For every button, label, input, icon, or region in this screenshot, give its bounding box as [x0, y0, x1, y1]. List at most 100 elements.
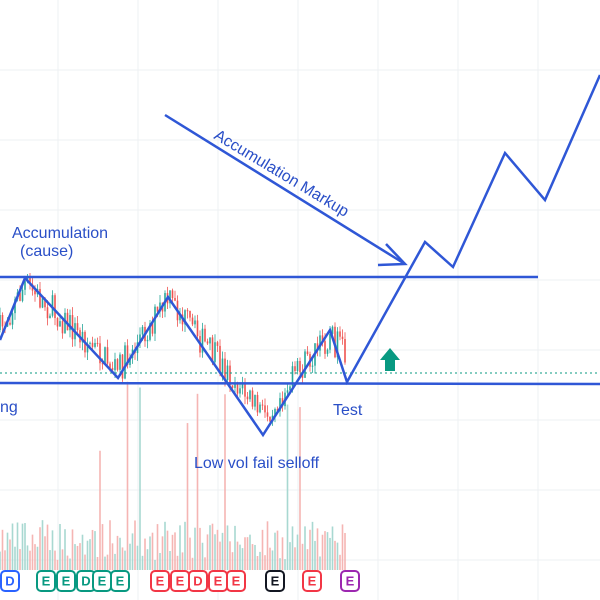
- volume-bar: [289, 542, 291, 570]
- volume-bar: [259, 551, 261, 570]
- volume-bar: [84, 554, 86, 570]
- volume-bar: [296, 534, 299, 570]
- volume-bar: [231, 552, 234, 570]
- candle-body: [24, 280, 26, 290]
- candle-body: [94, 342, 96, 347]
- volume-bar: [224, 394, 226, 570]
- volume-bar: [9, 539, 11, 570]
- volume-bar: [81, 534, 84, 570]
- candle-body: [251, 390, 254, 407]
- candle-body: [311, 365, 314, 367]
- arrow-head: [377, 243, 408, 267]
- badge-label: D: [5, 574, 14, 589]
- candle-body: [71, 315, 74, 340]
- candle-body: [51, 295, 54, 316]
- volume-bar: [214, 534, 216, 570]
- badge-label: E: [214, 574, 223, 589]
- volume-bar: [61, 549, 64, 570]
- candle-body: [239, 388, 241, 394]
- candle-body: [266, 412, 269, 417]
- volume-bar: [134, 520, 136, 570]
- candle-body: [116, 359, 119, 370]
- candle-body: [279, 398, 281, 412]
- badge-label: E: [308, 574, 317, 589]
- volume-bar: [251, 544, 254, 570]
- volume-bar: [299, 407, 301, 570]
- volume-bar: [271, 550, 274, 570]
- volume-bar: [59, 523, 61, 570]
- volume-bar: [286, 404, 289, 570]
- volume-bar: [181, 552, 184, 570]
- volume-bar: [91, 529, 94, 570]
- candle-body: [289, 386, 291, 391]
- badge-label: E: [98, 574, 107, 589]
- candle-body: [114, 359, 116, 371]
- volume-bar: [99, 450, 101, 570]
- volume-bar: [151, 532, 154, 570]
- volume-bar: [49, 550, 51, 570]
- volume-bar: [249, 534, 251, 570]
- candle-body: [216, 342, 219, 346]
- candle-body: [91, 342, 94, 347]
- candle-body: [39, 288, 41, 308]
- candle-body: [241, 382, 244, 389]
- candle-body: [269, 416, 271, 422]
- candle-body: [89, 342, 91, 344]
- volume-bar: [301, 543, 304, 570]
- annotation: (cause): [20, 243, 73, 260]
- badge-label: E: [116, 574, 125, 589]
- candle-body: [244, 382, 246, 397]
- candle-body: [304, 351, 306, 378]
- annotation: Test: [333, 402, 363, 419]
- candle-body: [249, 390, 251, 400]
- candle-body: [291, 366, 294, 387]
- candle-body: [69, 315, 71, 331]
- candle-body: [99, 343, 101, 364]
- badge: [188, 570, 208, 592]
- volume-bar: [321, 534, 324, 570]
- badge: [36, 570, 56, 592]
- candle-body: [321, 335, 324, 342]
- volume-bar: [131, 533, 134, 570]
- volume-bar: [129, 543, 131, 570]
- volume-bar: [221, 532, 224, 570]
- volume-bar: [154, 559, 156, 570]
- candle-body: [0, 315, 1, 330]
- badge: [56, 570, 76, 592]
- volume-bar: [314, 540, 316, 570]
- volume-bar: [76, 545, 79, 570]
- candle-body: [206, 341, 209, 344]
- volume-bar: [194, 527, 196, 570]
- volume-bar: [306, 549, 309, 570]
- candle-body: [316, 343, 319, 351]
- candle-body: [174, 297, 176, 301]
- volume-bar: [74, 544, 76, 570]
- annotation: ng: [0, 399, 18, 416]
- candle-body: [306, 351, 309, 355]
- badge: [340, 570, 360, 592]
- volume-bar: [329, 537, 331, 570]
- candle-body: [189, 310, 191, 318]
- candle-body: [224, 358, 226, 381]
- volume-bar: [21, 523, 24, 570]
- candle-body: [54, 295, 56, 319]
- volume-bar: [309, 529, 311, 570]
- candle-body: [9, 322, 11, 325]
- volume-bar: [36, 546, 39, 570]
- volume-bar: [39, 527, 41, 570]
- candle-body: [219, 345, 221, 374]
- volume-bar: [111, 543, 114, 570]
- volume-bar: [176, 555, 179, 570]
- volume-bar: [14, 546, 16, 570]
- candle-body: [324, 341, 326, 354]
- annotation: Accumulation: [12, 225, 108, 242]
- volume-bar: [166, 530, 169, 570]
- candle-body: [209, 337, 211, 344]
- volume-bar: [311, 521, 314, 570]
- candle-body: [341, 336, 344, 339]
- volume-bar: [184, 521, 186, 570]
- volume-bar: [236, 541, 239, 570]
- volume-bar: [179, 525, 181, 570]
- drawings: [0, 74, 600, 438]
